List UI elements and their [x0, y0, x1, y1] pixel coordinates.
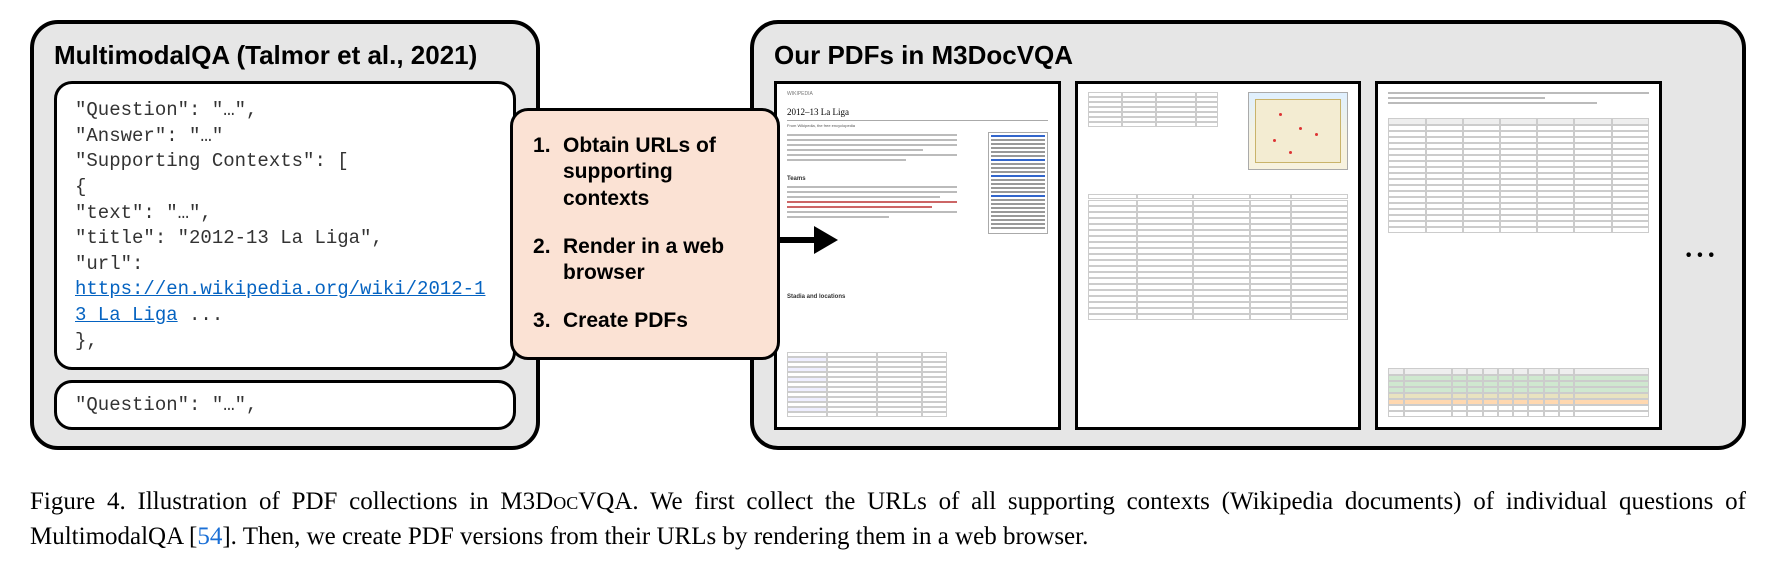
- arrow-icon: [778, 220, 838, 260]
- left-panel-title: MultimodalQA (Talmor et al., 2021): [54, 40, 516, 71]
- caption-text: ]. Then, we create PDF versions from the…: [222, 523, 1088, 550]
- ellipsis-icon: ···: [1676, 240, 1722, 272]
- process-step: Render in a web browser: [533, 234, 757, 287]
- process-step: Obtain URLs of supporting contexts: [533, 133, 757, 212]
- ctx-line: "url":: [75, 252, 495, 278]
- ctx-line: "Answer": "…": [75, 124, 495, 150]
- ctx-line: "Question": "…",: [75, 98, 495, 124]
- process-step: Create PDFs: [533, 308, 757, 334]
- left-panel: MultimodalQA (Talmor et al., 2021) "Ques…: [30, 20, 540, 450]
- pdf-thumbnail: [1375, 81, 1662, 430]
- ctx-line: "title": "2012-13 La Liga",: [75, 226, 495, 252]
- ctx-line: "text": "…",: [75, 201, 495, 227]
- pdf-row: WIKIPEDIA 2012–13 La Liga From Wikipedia…: [774, 81, 1722, 430]
- ctx-url-tail: ...: [178, 304, 224, 326]
- caption-prefix: Figure 4.: [30, 488, 126, 515]
- process-step-label: Create PDFs: [563, 308, 688, 334]
- caption-smallcaps: Doc: [535, 488, 578, 515]
- ctx-line: {: [75, 175, 495, 201]
- right-panel-title: Our PDFs in M3DocVQA: [774, 40, 1722, 71]
- ctx-url: https://en.wikipedia.org/wiki/2012-13_La…: [75, 278, 485, 326]
- mini-heading: 2012–13 La Liga: [787, 108, 849, 117]
- ctx-line: "Supporting Contexts": [: [75, 149, 495, 175]
- process-list: Obtain URLs of supporting contexts Rende…: [533, 133, 757, 335]
- figure-caption: Figure 4. Illustration of PDF collection…: [30, 484, 1746, 554]
- mini-logo: WIKIPEDIA: [787, 92, 813, 97]
- mini-section2: Stadia and locations: [787, 294, 845, 300]
- process-step-label: Obtain URLs of supporting contexts: [563, 133, 757, 212]
- process-step-label: Render in a web browser: [563, 234, 757, 287]
- mini-section: Teams: [787, 176, 806, 182]
- process-box: Obtain URLs of supporting contexts Rende…: [510, 108, 780, 360]
- context-box-secondary: "Question": "…",: [54, 380, 516, 430]
- ctx-line: },: [75, 329, 495, 355]
- ctx-line: "Question": "…",: [75, 393, 495, 419]
- caption-ref: 54: [197, 523, 222, 550]
- figure-row: MultimodalQA (Talmor et al., 2021) "Ques…: [30, 20, 1746, 450]
- ctx-line: ...: [75, 354, 495, 370]
- context-box-main: "Question": "…", "Answer": "…" "Supporti…: [54, 81, 516, 370]
- right-panel: Our PDFs in M3DocVQA WIKIPEDIA 2012–13 L…: [750, 20, 1746, 450]
- mini-subhead: From Wikipedia, the free encyclopedia: [787, 124, 855, 128]
- pdf-thumbnail: /*rows generated below via JS for brevit…: [1075, 81, 1362, 430]
- caption-text: Illustration of PDF collections in M3: [126, 488, 535, 515]
